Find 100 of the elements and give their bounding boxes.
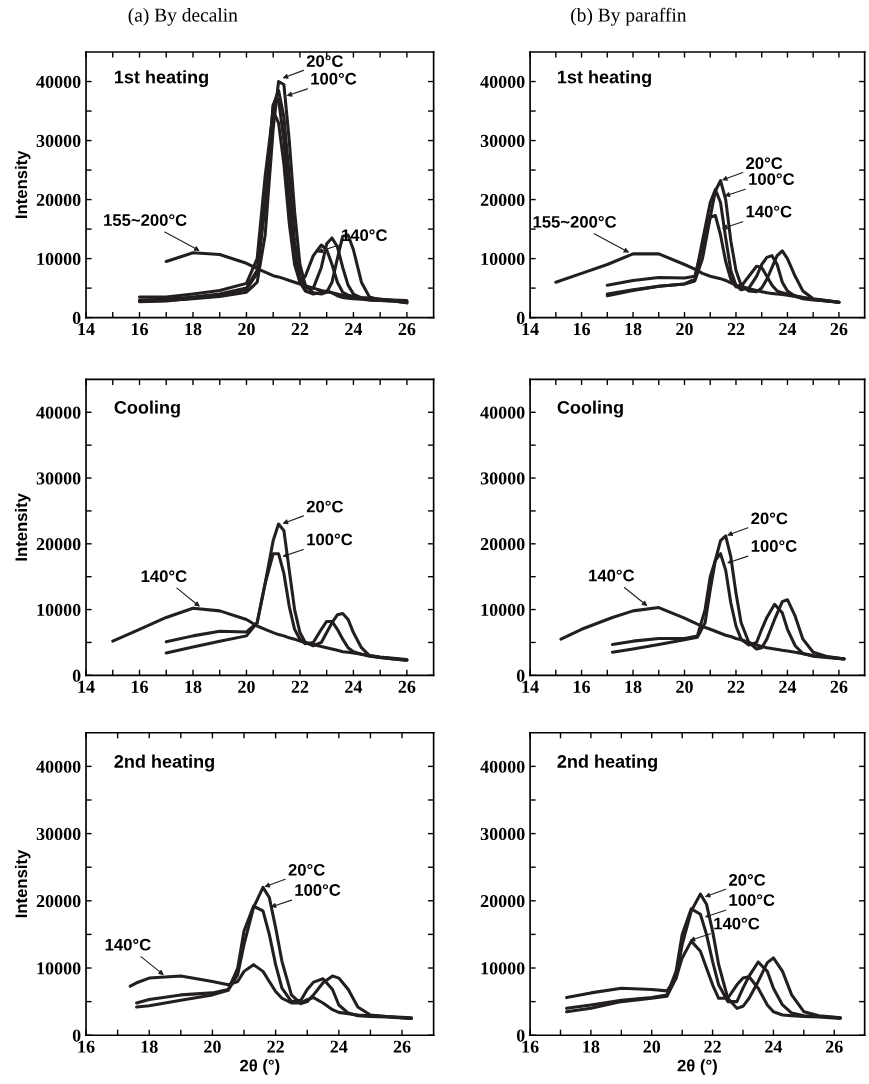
annotation: 155~200°C [533,215,617,228]
annotation: Cooling [114,400,180,418]
y-tick-label: 0 [516,311,525,325]
x-tick-label: 20 [238,323,255,336]
y-axis-title: Intensity [14,493,31,561]
x-tick-label: 26 [398,323,416,336]
annotation: 1st heating [114,70,208,88]
y-axis-title: Intensity [14,849,31,918]
annotation: 155~200°C [104,214,187,226]
annotation: 100°C [729,894,775,906]
annotation: 140°C [342,229,388,242]
y-axis-title: Intensity [14,150,31,218]
y-tick-label: 30000 [36,472,81,485]
y-tick-label: 30000 [36,827,81,841]
x-tick-label: 22 [727,323,745,335]
annotation: 2nd heating [114,754,214,772]
y-tick-label: 30000 [480,472,525,485]
x-tick-label: 18 [625,680,642,693]
y-tick-label: 0 [72,311,81,325]
annotation: 140°C [141,570,187,583]
annotation: Cooling [557,400,623,418]
annotation: 140°C [714,917,760,930]
x-tick-label: 16 [131,323,149,336]
x-tick-label: 20 [676,323,693,336]
x-tick-label: 18 [625,323,642,336]
y-tick-label: 40000 [480,406,525,419]
x-tick-label: 26 [393,1040,411,1053]
y-tick-label: 20000 [480,193,525,207]
x-tick-label: 26 [398,680,416,693]
x-tick-label: 18 [583,1040,600,1053]
x-tick-label: 20 [238,680,255,693]
x-tick-label: 16 [573,323,591,336]
annotation: 20°C [729,874,766,886]
x-tick-label: 14 [78,323,95,335]
x-tick-label: 24 [779,680,797,693]
x-tick-label: 26 [825,1040,843,1053]
x-tick-label: 24 [779,323,797,335]
x-tick-label: 20 [676,680,693,693]
annotation: 100°C [295,884,341,896]
y-tick-label: 10000 [481,603,525,617]
x-tick-label: 16 [573,680,591,693]
x-tick-label: 14 [522,680,539,693]
y-tick-label: 0 [72,1029,81,1042]
annotation: 100°C [307,533,353,546]
y-tick-label: 20000 [36,895,81,908]
x-tick-label: 22 [267,1040,284,1053]
x-tick-label: 20 [204,1040,221,1053]
chart-title: (b) By paraffin [571,7,687,26]
y-tick-label: 10000 [481,962,525,975]
x-tick-label: 20 [643,1040,661,1053]
x-tick-label: 22 [291,680,309,693]
annotation: 20°C [288,863,325,876]
y-tick-label: 10000 [481,252,525,266]
x-tick-label: 14 [522,323,539,335]
y-tick-label: 0 [516,1029,525,1042]
annotation: 1st heating [557,70,651,88]
annotation: 140°C [105,938,151,951]
x-axis-title: 2θ (°) [677,1059,717,1075]
y-tick-label: 10000 [37,252,81,266]
x-tick-label: 22 [727,680,745,693]
x-tick-label: 16 [522,1040,539,1053]
annotation: 20°C [306,55,344,67]
y-tick-label: 20000 [36,193,81,207]
y-tick-label: 40000 [36,760,81,773]
y-tick-label: 20000 [36,538,81,551]
chart-title: (a) By decalin [128,7,238,26]
x-tick-label: 24 [345,323,363,335]
annotation: 100°C [749,173,795,185]
annotation: 2nd heating [557,754,657,772]
y-tick-label: 30000 [480,134,525,147]
x-tick-label: 22 [704,1040,721,1053]
y-tick-label: 20000 [480,895,525,908]
y-tick-label: 10000 [37,603,81,617]
annotation: 20°C [751,512,788,525]
annotation: 20°C [306,500,344,513]
y-tick-label: 10000 [37,962,81,975]
x-tick-label: 26 [830,680,848,693]
x-tick-label: 22 [291,323,309,335]
y-tick-label: 0 [72,669,81,682]
y-tick-label: 40000 [36,75,81,88]
x-tick-label: 24 [330,1040,348,1053]
x-tick-label: 26 [830,323,848,336]
x-tick-label: 14 [78,680,95,693]
x-tick-label: 18 [185,323,202,336]
y-tick-label: 20000 [480,538,525,551]
y-tick-label: 40000 [480,760,525,773]
y-tick-label: 30000 [480,827,525,841]
x-tick-label: 24 [765,1040,783,1053]
y-tick-label: 0 [516,669,525,682]
annotation: 140°C [746,205,792,218]
annotation: 20°C [746,157,783,170]
annotation: 100°C [311,72,357,85]
x-tick-label: 18 [185,680,202,693]
x-tick-label: 18 [141,1040,158,1053]
x-axis-title: 2θ (°) [240,1059,280,1075]
y-tick-label: 40000 [480,75,525,88]
y-tick-label: 40000 [36,406,81,419]
annotation: 100°C [751,540,797,552]
annotation: 140°C [589,569,635,582]
x-tick-label: 16 [78,1040,95,1053]
